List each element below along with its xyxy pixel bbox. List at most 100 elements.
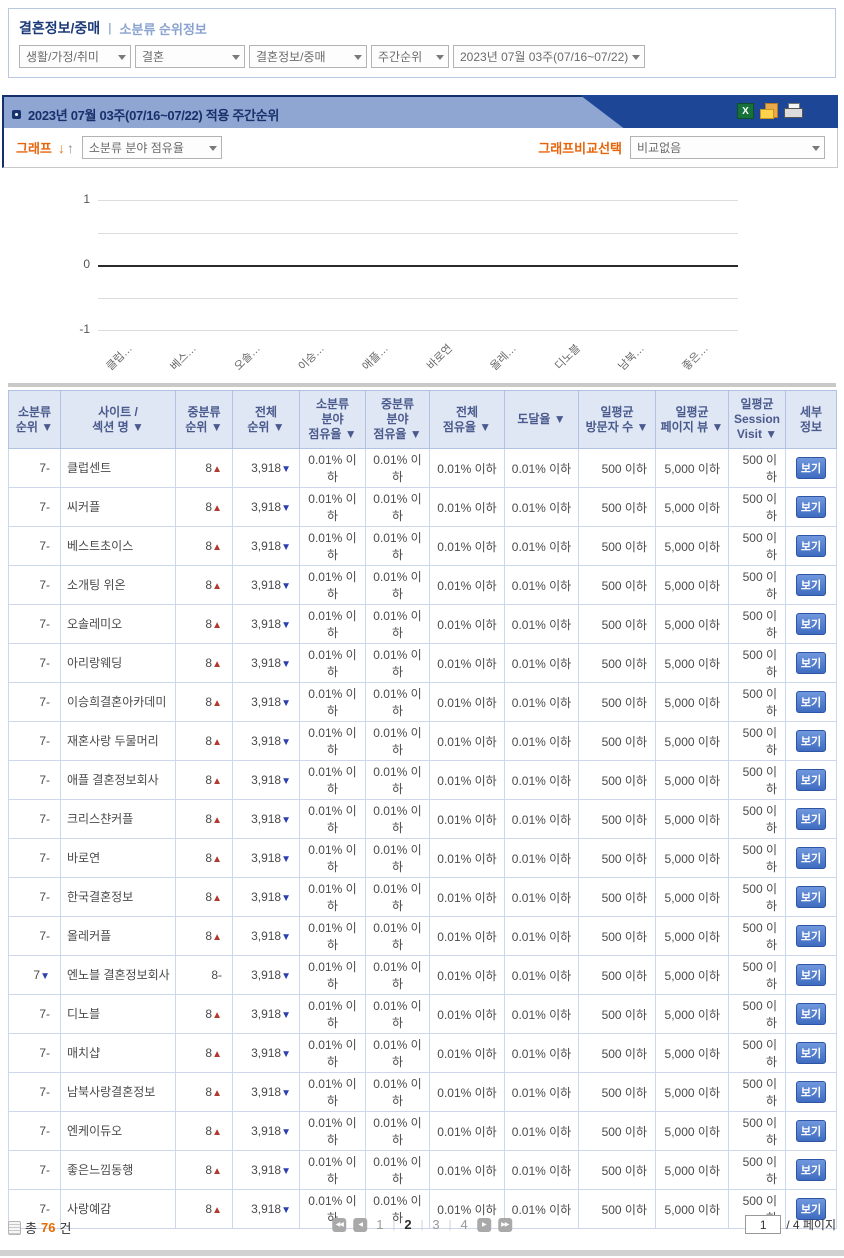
sort-desc-arrow-icon[interactable]: ↓ [57,139,65,156]
detail-view-button[interactable]: 보기 [795,1159,827,1181]
chevron-down-icon [232,55,240,64]
detail-view-button[interactable]: 보기 [795,925,827,947]
cell-total-share: 0.01% 이하 [429,1033,505,1073]
rank-flat-mark: - [46,656,50,670]
cell-detail: 보기 [785,487,837,527]
detail-view-button[interactable]: 보기 [795,496,827,518]
detail-view-button[interactable]: 보기 [795,691,827,713]
sort-asc-arrow-icon[interactable]: ↑ [66,139,74,156]
page-number-input[interactable] [745,1215,782,1234]
header-mid-rank[interactable]: 중분류 순위 ▼ [175,390,233,449]
cell-daily-pageviews: 5,000 이하 [655,916,729,956]
cell-daily-visitors: 500 이하 [578,955,656,995]
detail-view-button[interactable]: 보기 [795,886,827,908]
cell-mid-share: 0.01% 이하 [365,721,430,761]
cell-detail: 보기 [785,760,837,800]
total-suffix: 건 [59,1221,72,1236]
week-select[interactable]: 2023년 07월 03주(07/16~07/22) [453,45,645,68]
rank-flat-mark: - [46,1202,50,1216]
detail-view-button[interactable]: 보기 [795,457,827,479]
rank-down-icon: ▼ [281,815,291,826]
detail-view-button[interactable]: 보기 [795,808,827,830]
page-number-1[interactable]: 1 [376,1217,384,1232]
header-mid-share[interactable]: 중분류 분야 점유율 ▼ [365,390,430,449]
cell-daily-pageviews: 5,000 이하 [655,721,729,761]
cell-site-name: 이승희결혼아카데미 [60,682,176,722]
detail-view-button[interactable]: 보기 [795,847,827,869]
header-site-name[interactable]: 사이트 / 섹션 명 ▼ [60,390,176,449]
rank-down-icon: ▼ [281,1205,291,1216]
subcategory-select[interactable]: 결혼정보/중매 [249,45,367,68]
cell-mid-share: 0.01% 이하 [365,526,430,566]
graph-compare-select[interactable]: 비교없음 [630,136,825,159]
cell-session-visit: 500 이하 [728,916,786,956]
header-sub-rank[interactable]: 소분류 순위 ▼ [8,390,61,449]
detail-view-button[interactable]: 보기 [795,769,827,791]
excel-export-icon[interactable] [737,103,754,119]
detail-view-button[interactable]: 보기 [795,1003,827,1025]
detail-view-button[interactable]: 보기 [795,730,827,752]
cell-total-share: 0.01% 이하 [429,643,505,683]
rank-down-icon: ▼ [281,659,291,670]
table-header-row: 소분류 순위 ▼ 사이트 / 섹션 명 ▼ 중분류 순위 ▼ 전체 순위 ▼ 소… [8,390,837,449]
page-separator: | [448,1218,452,1231]
rank-flat-mark: - [46,461,50,475]
page-number-3[interactable]: 3 [432,1217,440,1232]
first-page-button[interactable] [332,1217,347,1232]
header-reach[interactable]: 도달율 ▼ [504,390,579,449]
cell-daily-visitors: 500 이하 [578,526,656,566]
cell-reach: 0.01% 이하 [504,955,579,995]
header-total-share[interactable]: 전체 점유율 ▼ [429,390,505,449]
header-session-visit[interactable]: 일평균 Session Visit ▼ [728,390,786,449]
cell-total-share: 0.01% 이하 [429,487,505,527]
cell-mid-share: 0.01% 이하 [365,1111,430,1151]
copy-icon[interactable] [760,103,778,119]
header-daily-pageviews[interactable]: 일평균 페이지 뷰 ▼ [655,390,729,449]
detail-view-button[interactable]: 보기 [795,613,827,635]
page-number-4[interactable]: 4 [460,1217,468,1232]
period-type-select-value: 주간순위 [378,50,423,64]
detail-view-button[interactable]: 보기 [795,1120,827,1142]
print-icon[interactable] [784,103,803,119]
cell-sub-share: 0.01% 이하 [299,838,366,878]
header-total-rank[interactable]: 전체 순위 ▼ [232,390,300,449]
cell-sub-rank: 7- [8,487,61,527]
page-number-2[interactable]: 2 [404,1217,412,1232]
cell-total-rank: 3,918▼ [232,838,300,878]
detail-view-button[interactable]: 보기 [795,574,827,596]
cell-total-rank: 3,918▼ [232,643,300,683]
total-prefix: 총 [25,1221,37,1236]
detail-view-button[interactable]: 보기 [795,652,827,674]
detail-view-button[interactable]: 보기 [795,535,827,557]
cell-total-rank: 3,918▼ [232,1189,300,1229]
midcategory-select[interactable]: 결혼 [135,45,245,68]
detail-view-button[interactable]: 보기 [795,964,827,986]
cell-mid-rank: 8▲ [175,643,233,683]
prev-page-button[interactable] [353,1217,368,1232]
detail-view-button[interactable]: 보기 [795,1198,827,1220]
cell-daily-visitors: 500 이하 [578,916,656,956]
cell-site-name: 씨커플 [60,487,176,527]
graph-metric-select[interactable]: 소분류 분야 점유율 [81,136,222,159]
header-daily-visitors[interactable]: 일평균 방문자 수 ▼ [578,390,656,449]
header-sub-share[interactable]: 소분류 분야 점유율 ▼ [299,390,366,449]
cell-mid-rank: 8▲ [175,1033,233,1073]
subcategory-select-value: 결혼정보/중매 [256,50,326,64]
subcategory-rank-link[interactable]: 소분류 순위정보 [119,21,207,37]
cell-site-name: 사랑예감 [60,1189,176,1229]
cell-daily-visitors: 500 이하 [578,760,656,800]
chevron-down-icon [118,55,126,64]
cell-total-share: 0.01% 이하 [429,877,505,917]
next-page-button[interactable] [476,1217,491,1232]
cell-sub-rank: 7- [8,604,61,644]
period-type-select[interactable]: 주간순위 [371,45,449,68]
cell-total-rank: 3,918▼ [232,604,300,644]
chart-gridline [98,232,738,234]
category-select[interactable]: 생활/가정/취미 [19,45,131,68]
detail-view-button[interactable]: 보기 [795,1042,827,1064]
detail-view-button[interactable]: 보기 [795,1081,827,1103]
cell-daily-visitors: 500 이하 [578,604,656,644]
last-page-button[interactable] [497,1217,512,1232]
cell-session-visit: 500 이하 [728,838,786,878]
cell-mid-rank: 8▲ [175,1111,233,1151]
